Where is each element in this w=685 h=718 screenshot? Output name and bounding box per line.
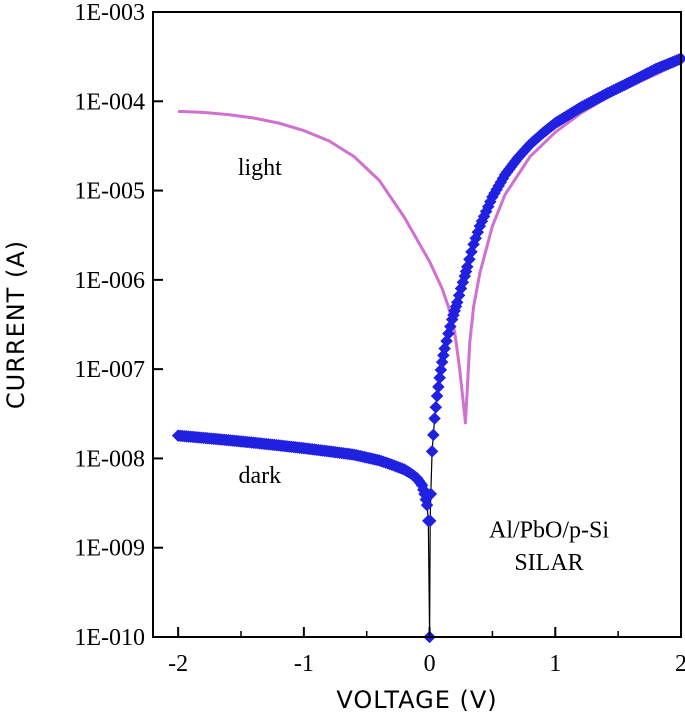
y-tick-label: 1E-009 — [74, 536, 145, 562]
annotation-layer: light dark Al/PbO/p-Si SILAR — [238, 155, 609, 576]
y-tick-label: 1E-004 — [74, 89, 145, 115]
y-tick-label: 1E-008 — [74, 446, 145, 472]
y-tick-label: 1E-010 — [74, 625, 145, 651]
series-dark-point — [425, 445, 439, 458]
series-dark-point — [429, 400, 443, 414]
series-dark-point — [423, 514, 437, 528]
y-axis-title: CURRENT (A) — [2, 240, 30, 409]
y-tick-label: 1E-007 — [74, 357, 145, 383]
series-dark-point — [463, 252, 476, 266]
series-dark-point — [434, 363, 448, 377]
series-dark-point — [424, 487, 438, 501]
series-dark-point — [433, 371, 446, 385]
annotation-method: SILAR — [514, 550, 583, 576]
series-layer — [171, 52, 685, 644]
annotation-dark: dark — [239, 463, 282, 489]
annotation-device: Al/PbO/p-Si — [489, 518, 609, 544]
y-tick-label: 1E-005 — [74, 179, 145, 205]
axes-layer — [152, 11, 682, 638]
series-dark-point — [426, 428, 440, 442]
x-tick-label: 1 — [549, 651, 561, 677]
series-dark-point — [428, 412, 441, 425]
series-dark-point — [430, 389, 444, 403]
y-tick-label: 1E-003 — [74, 0, 145, 26]
series-dark-point — [420, 498, 434, 512]
x-tick-label: -2 — [168, 651, 188, 677]
x-tick-label: 2 — [675, 651, 685, 677]
ticks-layer: -2 -1 0 1 2 1E-010 1E-009 1E-008 1E-007 1E-006 1E-… — [74, 0, 685, 677]
annotation-light: light — [238, 155, 282, 181]
plot-frame — [152, 11, 682, 638]
series-light-line — [178, 60, 682, 425]
x-axis-title: VOLTAGE (V) — [336, 686, 497, 714]
series-dark-line — [178, 58, 682, 638]
series-dark-point — [432, 380, 445, 394]
y-tick-label: 1E-006 — [74, 268, 145, 294]
x-tick-label: -1 — [294, 651, 314, 677]
x-tick-label: 0 — [424, 651, 436, 677]
